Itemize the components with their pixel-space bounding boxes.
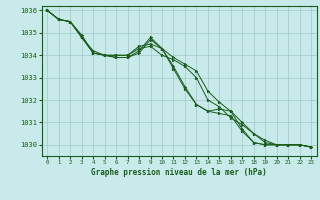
X-axis label: Graphe pression niveau de la mer (hPa): Graphe pression niveau de la mer (hPa) [91, 168, 267, 177]
